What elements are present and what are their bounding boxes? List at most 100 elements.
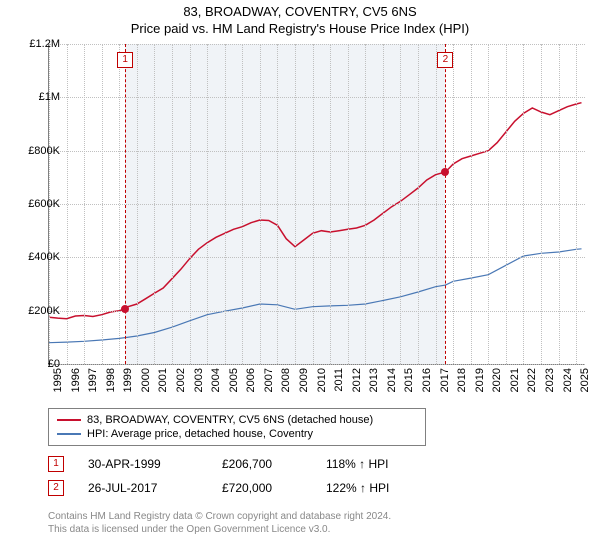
transaction-price: £206,700 bbox=[222, 457, 302, 471]
legend-swatch bbox=[57, 433, 81, 435]
legend-item: HPI: Average price, detached house, Cove… bbox=[57, 427, 417, 441]
x-axis-label: 2004 bbox=[210, 368, 222, 392]
transaction-table: 1 30-APR-1999 £206,700 118% ↑ HPI 2 26-J… bbox=[48, 452, 426, 500]
marker-index-box: 1 bbox=[117, 52, 133, 68]
series-line-property bbox=[49, 103, 582, 319]
x-axis-label: 2021 bbox=[509, 368, 521, 392]
x-axis-label: 2020 bbox=[491, 368, 503, 392]
transaction-date: 26-JUL-2017 bbox=[88, 481, 198, 495]
x-axis-label: 2005 bbox=[228, 368, 240, 392]
y-axis-label: £1.2M bbox=[4, 38, 60, 50]
y-axis-label: £600K bbox=[4, 198, 60, 210]
gridline bbox=[365, 44, 366, 364]
x-axis-label: 1998 bbox=[105, 368, 117, 392]
marker-line bbox=[445, 44, 446, 364]
gridline bbox=[49, 364, 585, 365]
gridline bbox=[49, 257, 585, 258]
x-axis-label: 2016 bbox=[421, 368, 433, 392]
footer-attribution: Contains HM Land Registry data © Crown c… bbox=[48, 510, 391, 536]
x-axis-label: 2019 bbox=[474, 368, 486, 392]
gridline bbox=[471, 44, 472, 364]
gridline bbox=[541, 44, 542, 364]
x-axis-label: 2001 bbox=[157, 368, 169, 392]
x-axis-label: 2015 bbox=[403, 368, 415, 392]
x-axis-label: 2013 bbox=[368, 368, 380, 392]
legend: 83, BROADWAY, COVENTRY, CV5 6NS (detache… bbox=[48, 408, 426, 446]
gridline bbox=[330, 44, 331, 364]
gridline bbox=[383, 44, 384, 364]
y-axis-label: £800K bbox=[4, 145, 60, 157]
x-axis-label: 2014 bbox=[386, 368, 398, 392]
marker-index-box: 2 bbox=[48, 480, 64, 496]
x-axis-label: 1999 bbox=[122, 368, 134, 392]
gridline bbox=[137, 44, 138, 364]
x-axis-label: 2010 bbox=[316, 368, 328, 392]
y-axis-label: £1M bbox=[4, 91, 60, 103]
gridline bbox=[225, 44, 226, 364]
chart-title: 83, BROADWAY, COVENTRY, CV5 6NS bbox=[0, 0, 600, 19]
plot-area: 12 bbox=[48, 44, 585, 365]
gridline bbox=[418, 44, 419, 364]
marker-index-box: 1 bbox=[48, 456, 64, 472]
marker-index-box: 2 bbox=[437, 52, 453, 68]
x-axis-label: 2022 bbox=[526, 368, 538, 392]
gridline bbox=[348, 44, 349, 364]
transaction-date: 30-APR-1999 bbox=[88, 457, 198, 471]
legend-swatch bbox=[57, 419, 81, 421]
gridline bbox=[559, 44, 560, 364]
gridline bbox=[49, 151, 585, 152]
chart-subtitle: Price paid vs. HM Land Registry's House … bbox=[0, 19, 600, 40]
x-axis-label: 2012 bbox=[351, 368, 363, 392]
x-axis-label: 2018 bbox=[456, 368, 468, 392]
transaction-hpi: 122% ↑ HPI bbox=[326, 481, 426, 495]
x-axis-label: 2007 bbox=[263, 368, 275, 392]
gridline bbox=[313, 44, 314, 364]
gridline bbox=[506, 44, 507, 364]
x-axis-label: 2006 bbox=[245, 368, 257, 392]
x-axis-label: 2017 bbox=[439, 368, 451, 392]
marker-dot bbox=[121, 305, 129, 313]
x-axis-label: 2023 bbox=[544, 368, 556, 392]
gridline bbox=[523, 44, 524, 364]
legend-item: 83, BROADWAY, COVENTRY, CV5 6NS (detache… bbox=[57, 413, 417, 427]
y-axis-label: £200K bbox=[4, 305, 60, 317]
x-axis-label: 1995 bbox=[52, 368, 64, 392]
gridline bbox=[453, 44, 454, 364]
transaction-hpi: 118% ↑ HPI bbox=[326, 457, 426, 471]
gridline bbox=[242, 44, 243, 364]
legend-label: HPI: Average price, detached house, Cove… bbox=[87, 428, 313, 440]
x-axis-label: 2025 bbox=[579, 368, 591, 392]
x-axis-label: 2003 bbox=[193, 368, 205, 392]
gridline bbox=[277, 44, 278, 364]
gridline bbox=[190, 44, 191, 364]
gridline bbox=[49, 311, 585, 312]
gridline bbox=[49, 204, 585, 205]
x-axis-label: 2011 bbox=[333, 368, 345, 392]
x-axis-label: 1996 bbox=[70, 368, 82, 392]
footer-line: This data is licensed under the Open Gov… bbox=[48, 523, 391, 536]
marker-line bbox=[125, 44, 126, 364]
gridline bbox=[576, 44, 577, 364]
gridline bbox=[49, 97, 585, 98]
gridline bbox=[172, 44, 173, 364]
transaction-row: 2 26-JUL-2017 £720,000 122% ↑ HPI bbox=[48, 476, 426, 500]
marker-dot bbox=[441, 168, 449, 176]
gridline bbox=[49, 44, 585, 45]
gridline bbox=[260, 44, 261, 364]
gridline bbox=[400, 44, 401, 364]
x-axis-label: 2008 bbox=[280, 368, 292, 392]
gridline bbox=[119, 44, 120, 364]
x-axis-label: 1997 bbox=[87, 368, 99, 392]
transaction-price: £720,000 bbox=[222, 481, 302, 495]
legend-label: 83, BROADWAY, COVENTRY, CV5 6NS (detache… bbox=[87, 414, 373, 426]
gridline bbox=[436, 44, 437, 364]
x-axis-label: 2009 bbox=[298, 368, 310, 392]
gridline bbox=[67, 44, 68, 364]
chart-container: 83, BROADWAY, COVENTRY, CV5 6NS Price pa… bbox=[0, 0, 600, 560]
x-axis-label: 2002 bbox=[175, 368, 187, 392]
gridline bbox=[488, 44, 489, 364]
footer-line: Contains HM Land Registry data © Crown c… bbox=[48, 510, 391, 523]
gridline bbox=[154, 44, 155, 364]
transaction-row: 1 30-APR-1999 £206,700 118% ↑ HPI bbox=[48, 452, 426, 476]
y-axis-label: £400K bbox=[4, 251, 60, 263]
